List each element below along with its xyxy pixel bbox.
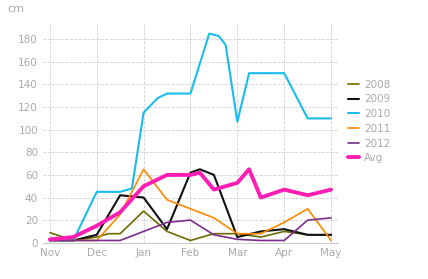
2012 — [47, 239, 52, 242]
2012 — [71, 239, 76, 242]
2010 — [207, 32, 212, 35]
2008 — [118, 232, 123, 235]
Avg — [188, 173, 193, 177]
2012 — [282, 239, 287, 242]
Line: 2008: 2008 — [50, 211, 331, 240]
2008 — [141, 210, 146, 213]
2011 — [118, 213, 123, 216]
2008 — [164, 230, 169, 233]
2008 — [305, 233, 310, 237]
2009 — [211, 173, 217, 177]
2008 — [282, 230, 287, 233]
2011 — [188, 207, 193, 210]
2012 — [235, 238, 240, 241]
2009 — [329, 233, 334, 237]
Text: cm: cm — [7, 4, 24, 13]
2010 — [247, 71, 252, 75]
2010 — [305, 117, 310, 120]
2009 — [235, 235, 240, 239]
2009 — [164, 227, 169, 231]
2008 — [211, 232, 217, 235]
Avg — [329, 188, 334, 191]
Line: 2009: 2009 — [50, 169, 331, 240]
2012 — [305, 218, 310, 222]
2009 — [282, 227, 287, 231]
2009 — [141, 196, 146, 199]
2012 — [258, 239, 263, 242]
2010 — [235, 120, 240, 124]
2011 — [305, 207, 310, 210]
2011 — [47, 239, 52, 242]
2008 — [94, 235, 99, 239]
Line: 2012: 2012 — [50, 218, 331, 240]
Avg — [164, 173, 169, 177]
2010 — [47, 239, 52, 242]
2008 — [235, 232, 240, 235]
2010 — [164, 92, 169, 95]
2012 — [211, 233, 217, 237]
2008 — [329, 233, 334, 237]
Avg — [305, 194, 310, 197]
Line: 2010: 2010 — [50, 34, 331, 240]
Avg — [118, 211, 123, 214]
Legend: 2008, 2009, 2010, 2011, 2012, Avg: 2008, 2009, 2010, 2011, 2012, Avg — [346, 78, 392, 165]
2011 — [235, 232, 240, 235]
2009 — [305, 233, 310, 237]
2010 — [216, 34, 221, 38]
2011 — [329, 239, 334, 242]
2010 — [155, 96, 160, 100]
2009 — [118, 194, 123, 197]
2011 — [94, 239, 99, 242]
2012 — [118, 239, 123, 242]
2010 — [71, 239, 76, 242]
Avg — [94, 224, 99, 227]
2011 — [141, 168, 146, 171]
2009 — [71, 239, 76, 242]
2008 — [106, 232, 111, 235]
2012 — [94, 239, 99, 242]
Avg — [258, 196, 263, 199]
2010 — [118, 190, 123, 194]
2010 — [129, 187, 134, 190]
2012 — [329, 216, 334, 220]
2010 — [223, 43, 228, 47]
2011 — [258, 232, 263, 235]
Avg — [197, 171, 202, 174]
2012 — [164, 221, 169, 224]
Avg — [247, 168, 252, 171]
2009 — [47, 239, 52, 242]
Avg — [211, 188, 217, 191]
2008 — [47, 231, 52, 234]
Avg — [47, 238, 52, 241]
2008 — [188, 239, 193, 242]
2010 — [94, 190, 99, 194]
2010 — [188, 92, 193, 95]
2008 — [71, 239, 76, 242]
2008 — [258, 235, 263, 239]
2009 — [197, 168, 202, 171]
2011 — [164, 198, 169, 201]
2009 — [94, 233, 99, 237]
2012 — [188, 218, 193, 222]
2010 — [258, 71, 263, 75]
2010 — [329, 117, 334, 120]
2011 — [211, 216, 217, 220]
2010 — [282, 71, 287, 75]
2009 — [188, 171, 193, 174]
Line: Avg: Avg — [50, 169, 331, 239]
2009 — [258, 230, 263, 233]
Avg — [235, 181, 240, 184]
Line: 2011: 2011 — [50, 169, 331, 240]
2010 — [141, 111, 146, 114]
Avg — [282, 188, 287, 191]
2012 — [141, 230, 146, 233]
Avg — [71, 235, 76, 239]
Avg — [141, 184, 146, 188]
2011 — [71, 239, 76, 242]
2011 — [282, 221, 287, 224]
